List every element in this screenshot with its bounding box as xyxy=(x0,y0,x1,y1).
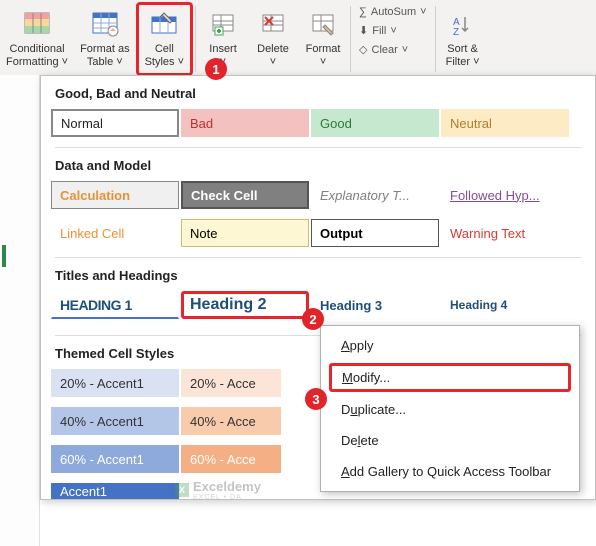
style-note[interactable]: Note xyxy=(181,219,309,247)
sort-filter-button[interactable]: AZ Sort & Filter ˅ xyxy=(438,2,488,76)
style-accent-40-1[interactable]: 40% - Accent1 xyxy=(51,407,179,435)
style-good[interactable]: Good xyxy=(311,109,439,137)
conditional-formatting-label: Conditional Formatting ˅ xyxy=(6,43,68,69)
gallery-section-title: Good, Bad and Neutral xyxy=(41,76,595,109)
gallery-row: Linked Cell Note Output Warning Text xyxy=(41,219,595,257)
ribbon: Conditional Formatting ˅ Format as Table… xyxy=(0,0,596,79)
context-menu: Apply Modify... Duplicate... Delete Add … xyxy=(320,325,580,492)
delete-icon xyxy=(257,9,289,41)
style-explanatory[interactable]: Explanatory T... xyxy=(311,181,439,209)
style-calculation[interactable]: Calculation xyxy=(51,181,179,209)
clear-icon: ◇ xyxy=(359,43,367,56)
cell-styles-icon xyxy=(148,9,180,41)
style-neutral[interactable]: Neutral xyxy=(441,109,569,137)
format-as-table-icon xyxy=(89,9,121,41)
style-accent-60-1[interactable]: 60% - Accent1 xyxy=(51,445,179,473)
callout-2: 2 xyxy=(302,308,324,330)
gallery-row: Calculation Check Cell Explanatory T... … xyxy=(41,181,595,219)
delete-label: Delete˅ xyxy=(257,43,289,69)
ribbon-separator xyxy=(195,6,196,72)
style-heading3[interactable]: Heading 3 xyxy=(311,291,439,319)
callout-3: 3 xyxy=(305,388,327,410)
format-button[interactable]: Format˅ xyxy=(298,2,348,76)
style-accent-100-1[interactable]: Accent1 xyxy=(51,483,179,499)
clear-button[interactable]: ◇Clear ˅ xyxy=(357,41,429,58)
ribbon-separator xyxy=(350,6,351,72)
style-heading1[interactable]: Heading 1 xyxy=(51,291,179,319)
selection-indicator xyxy=(2,245,6,267)
gallery-section-title: Titles and Headings xyxy=(41,258,595,291)
context-duplicate[interactable]: Duplicate... xyxy=(321,394,579,425)
style-followed-hyperlink[interactable]: Followed Hyp... xyxy=(441,181,569,209)
style-output[interactable]: Output xyxy=(311,219,439,247)
context-apply[interactable]: Apply xyxy=(321,330,579,361)
conditional-formatting-button[interactable]: Conditional Formatting ˅ xyxy=(0,2,74,76)
callout-1: 1 xyxy=(205,58,227,80)
format-as-table-button[interactable]: Format as Table ˅ xyxy=(74,2,136,76)
ribbon-separator xyxy=(435,6,436,72)
svg-text:Z: Z xyxy=(453,27,459,38)
format-label: Format˅ xyxy=(306,43,341,69)
cell-styles-button[interactable]: Cell Styles ˅ xyxy=(136,2,193,76)
context-modify[interactable]: Modify... xyxy=(329,363,571,392)
style-normal[interactable]: Normal xyxy=(51,109,179,137)
gallery-row: Normal Bad Good Neutral xyxy=(41,109,595,147)
context-add-gallery[interactable]: Add Gallery to Quick Access Toolbar xyxy=(321,456,579,487)
autosum-button[interactable]: ∑AutoSum ˅ xyxy=(357,4,429,20)
style-warning[interactable]: Warning Text xyxy=(441,219,569,247)
conditional-formatting-icon xyxy=(21,9,53,41)
style-heading4[interactable]: Heading 4 xyxy=(441,291,569,319)
worksheet-left-strip xyxy=(0,75,40,546)
fill-button[interactable]: ⬇Fill ˅ xyxy=(357,22,429,39)
insert-icon xyxy=(207,9,239,41)
delete-button[interactable]: Delete˅ xyxy=(248,2,298,76)
style-accent-40-2[interactable]: 40% - Acce xyxy=(181,407,281,435)
style-linked-cell[interactable]: Linked Cell xyxy=(51,219,179,247)
style-accent-20-2[interactable]: 20% - Acce xyxy=(181,369,281,397)
style-bad[interactable]: Bad xyxy=(181,109,309,137)
style-accent-20-1[interactable]: 20% - Accent1 xyxy=(51,369,179,397)
style-heading2[interactable]: Heading 2 xyxy=(181,291,309,319)
ribbon-editing-group: ∑AutoSum ˅ ⬇Fill ˅ ◇Clear ˅ xyxy=(353,2,433,76)
style-accent-60-2[interactable]: 60% - Acce xyxy=(181,445,281,473)
sort-filter-icon: AZ xyxy=(447,9,479,41)
fill-icon: ⬇ xyxy=(359,24,368,37)
format-icon xyxy=(307,9,339,41)
gallery-section-title: Data and Model xyxy=(41,148,595,181)
context-delete[interactable]: Delete xyxy=(321,425,579,456)
format-as-table-label: Format as Table ˅ xyxy=(80,43,130,69)
cell-styles-label: Cell Styles ˅ xyxy=(145,43,184,69)
sort-filter-label: Sort & Filter ˅ xyxy=(446,43,480,69)
style-check-cell[interactable]: Check Cell xyxy=(181,181,309,209)
sigma-icon: ∑ xyxy=(359,6,367,18)
